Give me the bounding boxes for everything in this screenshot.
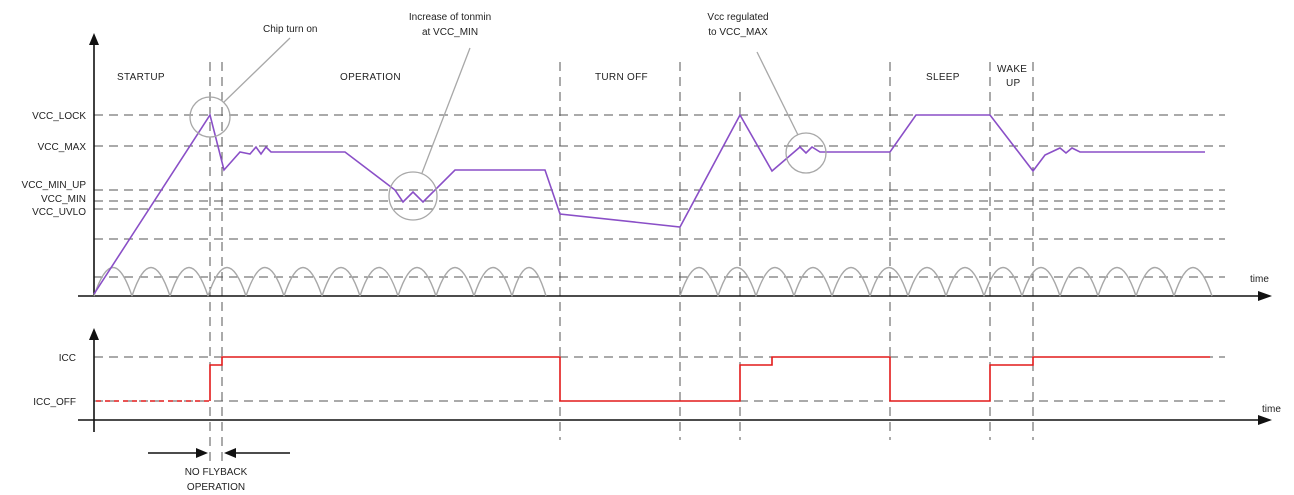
phase-operation-label: OPERATION — [340, 72, 401, 83]
regulated-annotation-line2: to VCC_MAX — [708, 27, 768, 38]
vcc-uvlo-label: VCC_UVLO — [32, 207, 86, 218]
vcc-x-arrowhead — [1258, 291, 1272, 301]
chip-on-callout-leader — [223, 37, 291, 103]
phase-boundaries — [209, 62, 1034, 465]
vcc-lock-label: VCC_LOCK — [32, 111, 86, 122]
vcc-min-label: VCC_MIN — [41, 194, 86, 205]
icc-y-arrowhead — [89, 328, 99, 340]
phase-wake-label-line1: WAKE — [997, 64, 1027, 75]
vcc-max-label: VCC_MAX — [38, 142, 87, 153]
regulated-annotation-line1: Vcc regulated — [707, 12, 768, 23]
no-flyback-label-line1: NO FLYBACK — [185, 467, 248, 478]
icc-label: ICC — [59, 353, 76, 364]
chip-turn-on-annotation: Chip turn on — [263, 24, 317, 35]
no-flyback-right-arrowhead — [196, 448, 208, 458]
icc-level-lines — [94, 356, 1225, 402]
phase-turn-off-label: TURN OFF — [595, 72, 648, 83]
vcc-trace — [93, 113, 1205, 295]
vcc-time-label: time — [1250, 274, 1269, 285]
regulated-callout-leader — [756, 51, 799, 136]
vcc-y-arrowhead — [89, 33, 99, 45]
icc-axes — [78, 328, 1272, 432]
regulated-callout-circle — [785, 132, 827, 174]
tonmin-annotation-line2: at VCC_MIN — [422, 27, 478, 38]
vcc-axes — [78, 33, 1272, 301]
tonmin-callout-circle — [388, 171, 438, 221]
no-flyback-left-arrowhead — [224, 448, 236, 458]
phase-wake-label-line2: UP — [1006, 78, 1021, 89]
no-flyback-arrows — [148, 448, 290, 458]
icc-x-arrowhead — [1258, 415, 1272, 425]
chip-on-callout-circle — [189, 96, 231, 138]
callouts — [189, 37, 827, 221]
phase-startup-label: STARTUP — [117, 72, 165, 83]
no-flyback-label-line2: OPERATION — [187, 482, 245, 493]
icc-trace — [96, 356, 1210, 402]
phase-sleep-label: SLEEP — [926, 72, 960, 83]
icc-off-label: ICC_OFF — [33, 397, 76, 408]
rectified-sine-arches — [93, 266, 1213, 297]
tonmin-annotation-line1: Increase of tonmin — [409, 12, 491, 23]
tonmin-callout-leader — [421, 47, 471, 174]
icc-time-label: time — [1262, 404, 1281, 415]
vcc-level-lines — [94, 114, 1225, 278]
icc-trace-main — [209, 356, 1210, 402]
vcc-min-up-label: VCC_MIN_UP — [22, 180, 87, 191]
